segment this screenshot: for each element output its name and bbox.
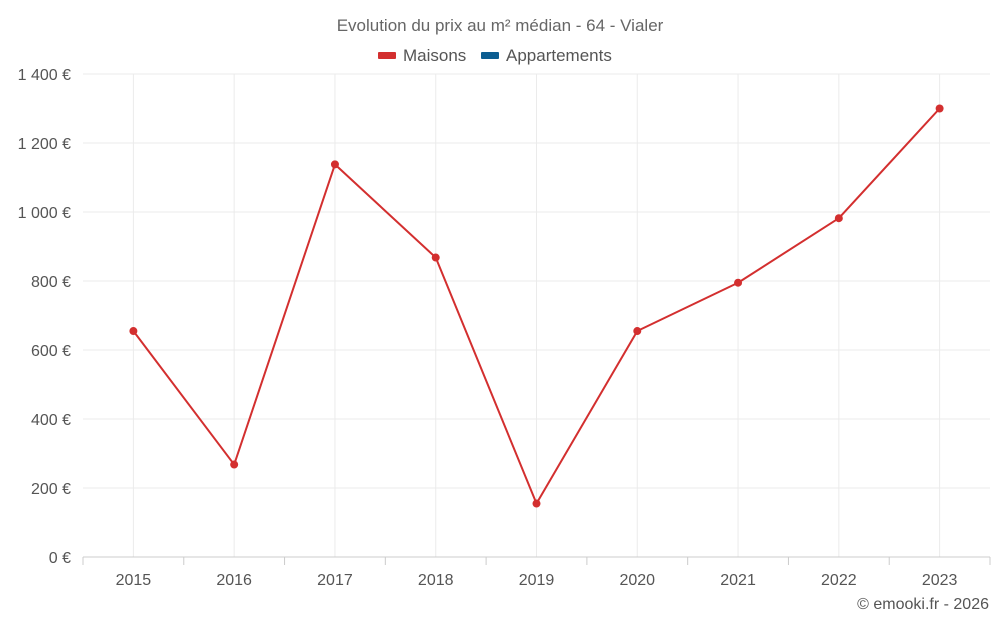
- x-tick-label: 2021: [720, 572, 756, 589]
- data-point-maisons-2019[interactable]: [532, 499, 541, 508]
- x-tick-label: 2018: [418, 572, 454, 589]
- x-tick-label: 2016: [216, 572, 252, 589]
- x-axis-labels: 2015 2016 2017 2018 2019 2020 2021 2022 2023: [116, 572, 958, 589]
- data-point-maisons-2016[interactable]: [230, 460, 239, 469]
- data-point-maisons-2022[interactable]: [834, 214, 843, 223]
- x-tick-label: 2023: [922, 572, 958, 589]
- x-tick-label: 2020: [619, 572, 655, 589]
- x-tick-label: 2015: [116, 572, 152, 589]
- legend-label-maisons: Maisons: [403, 46, 466, 65]
- x-tick-label: 2022: [821, 572, 857, 589]
- credit-text: © emooki.fr - 2026: [857, 596, 989, 613]
- series-maisons: [129, 104, 944, 508]
- data-point-maisons-2023[interactable]: [935, 104, 944, 113]
- data-point-maisons-2021[interactable]: [734, 278, 743, 287]
- y-tick-label: 800 €: [31, 274, 71, 291]
- y-tick-label: 400 €: [31, 412, 71, 429]
- y-axis-labels: 0 € 200 € 400 € 600 € 800 € 1 000 € 1 200 € 1 4…: [18, 67, 71, 567]
- y-tick-label: 600 €: [31, 343, 71, 360]
- y-tick-label: 200 €: [31, 481, 71, 498]
- legend-swatch-maisons: [378, 52, 396, 59]
- x-axis: [82, 556, 991, 565]
- data-point-maisons-2015[interactable]: [129, 327, 138, 336]
- y-tick-label: 0 €: [49, 550, 71, 567]
- chart-title: Evolution du prix au m² médian - 64 - Vi…: [337, 16, 664, 35]
- x-tick-label: 2019: [519, 572, 555, 589]
- y-tick-label: 1 200 €: [18, 136, 71, 153]
- legend-swatch-appartements: [481, 52, 499, 59]
- legend-label-appartements: Appartements: [506, 46, 612, 65]
- x-gridlines: [132, 74, 941, 557]
- data-point-maisons-2020[interactable]: [633, 327, 642, 336]
- legend: Maisons Appartements: [378, 46, 612, 65]
- y-tick-label: 1 400 €: [18, 67, 71, 84]
- legend-item-maisons[interactable]: Maisons: [378, 46, 466, 65]
- data-point-maisons-2017[interactable]: [330, 160, 339, 169]
- legend-item-appartements[interactable]: Appartements: [481, 46, 612, 65]
- y-tick-label: 1 000 €: [18, 205, 71, 222]
- data-point-maisons-2018[interactable]: [431, 253, 440, 262]
- x-tick-label: 2017: [317, 572, 353, 589]
